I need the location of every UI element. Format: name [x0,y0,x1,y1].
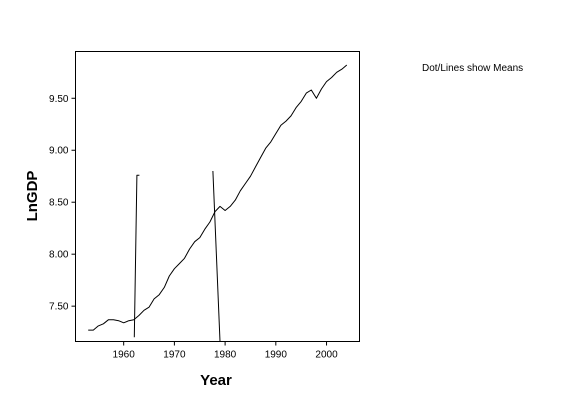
mean-marker-1962 [133,174,140,338]
x-tick-label: 1960 [113,350,136,361]
y-tick-label: 7.50 [49,302,69,313]
y-tick-label: 8.00 [49,250,69,261]
y-axis-title: LnGDP [24,171,41,222]
x-tick-label: 1990 [265,350,288,361]
x-tick-label: 1970 [163,350,186,361]
y-axis: 7.50 8.00 8.50 9.00 9.50 [49,94,76,313]
mean-marker-1978 [212,170,221,342]
means-annotation: Dot/Lines show Means [422,63,523,74]
y-tick-label: 8.50 [49,198,69,209]
x-axis-title: Year [200,372,232,389]
y-tick-label: 9.00 [49,146,69,157]
x-tick-label: 2000 [315,350,338,361]
lngdp-line [88,64,348,331]
x-tick-label: 1980 [214,350,237,361]
y-tick-label: 9.50 [49,94,69,105]
series-layer [88,64,348,342]
plot-frame [75,51,360,342]
x-axis: 1960 1970 1980 1990 2000 [113,341,338,361]
